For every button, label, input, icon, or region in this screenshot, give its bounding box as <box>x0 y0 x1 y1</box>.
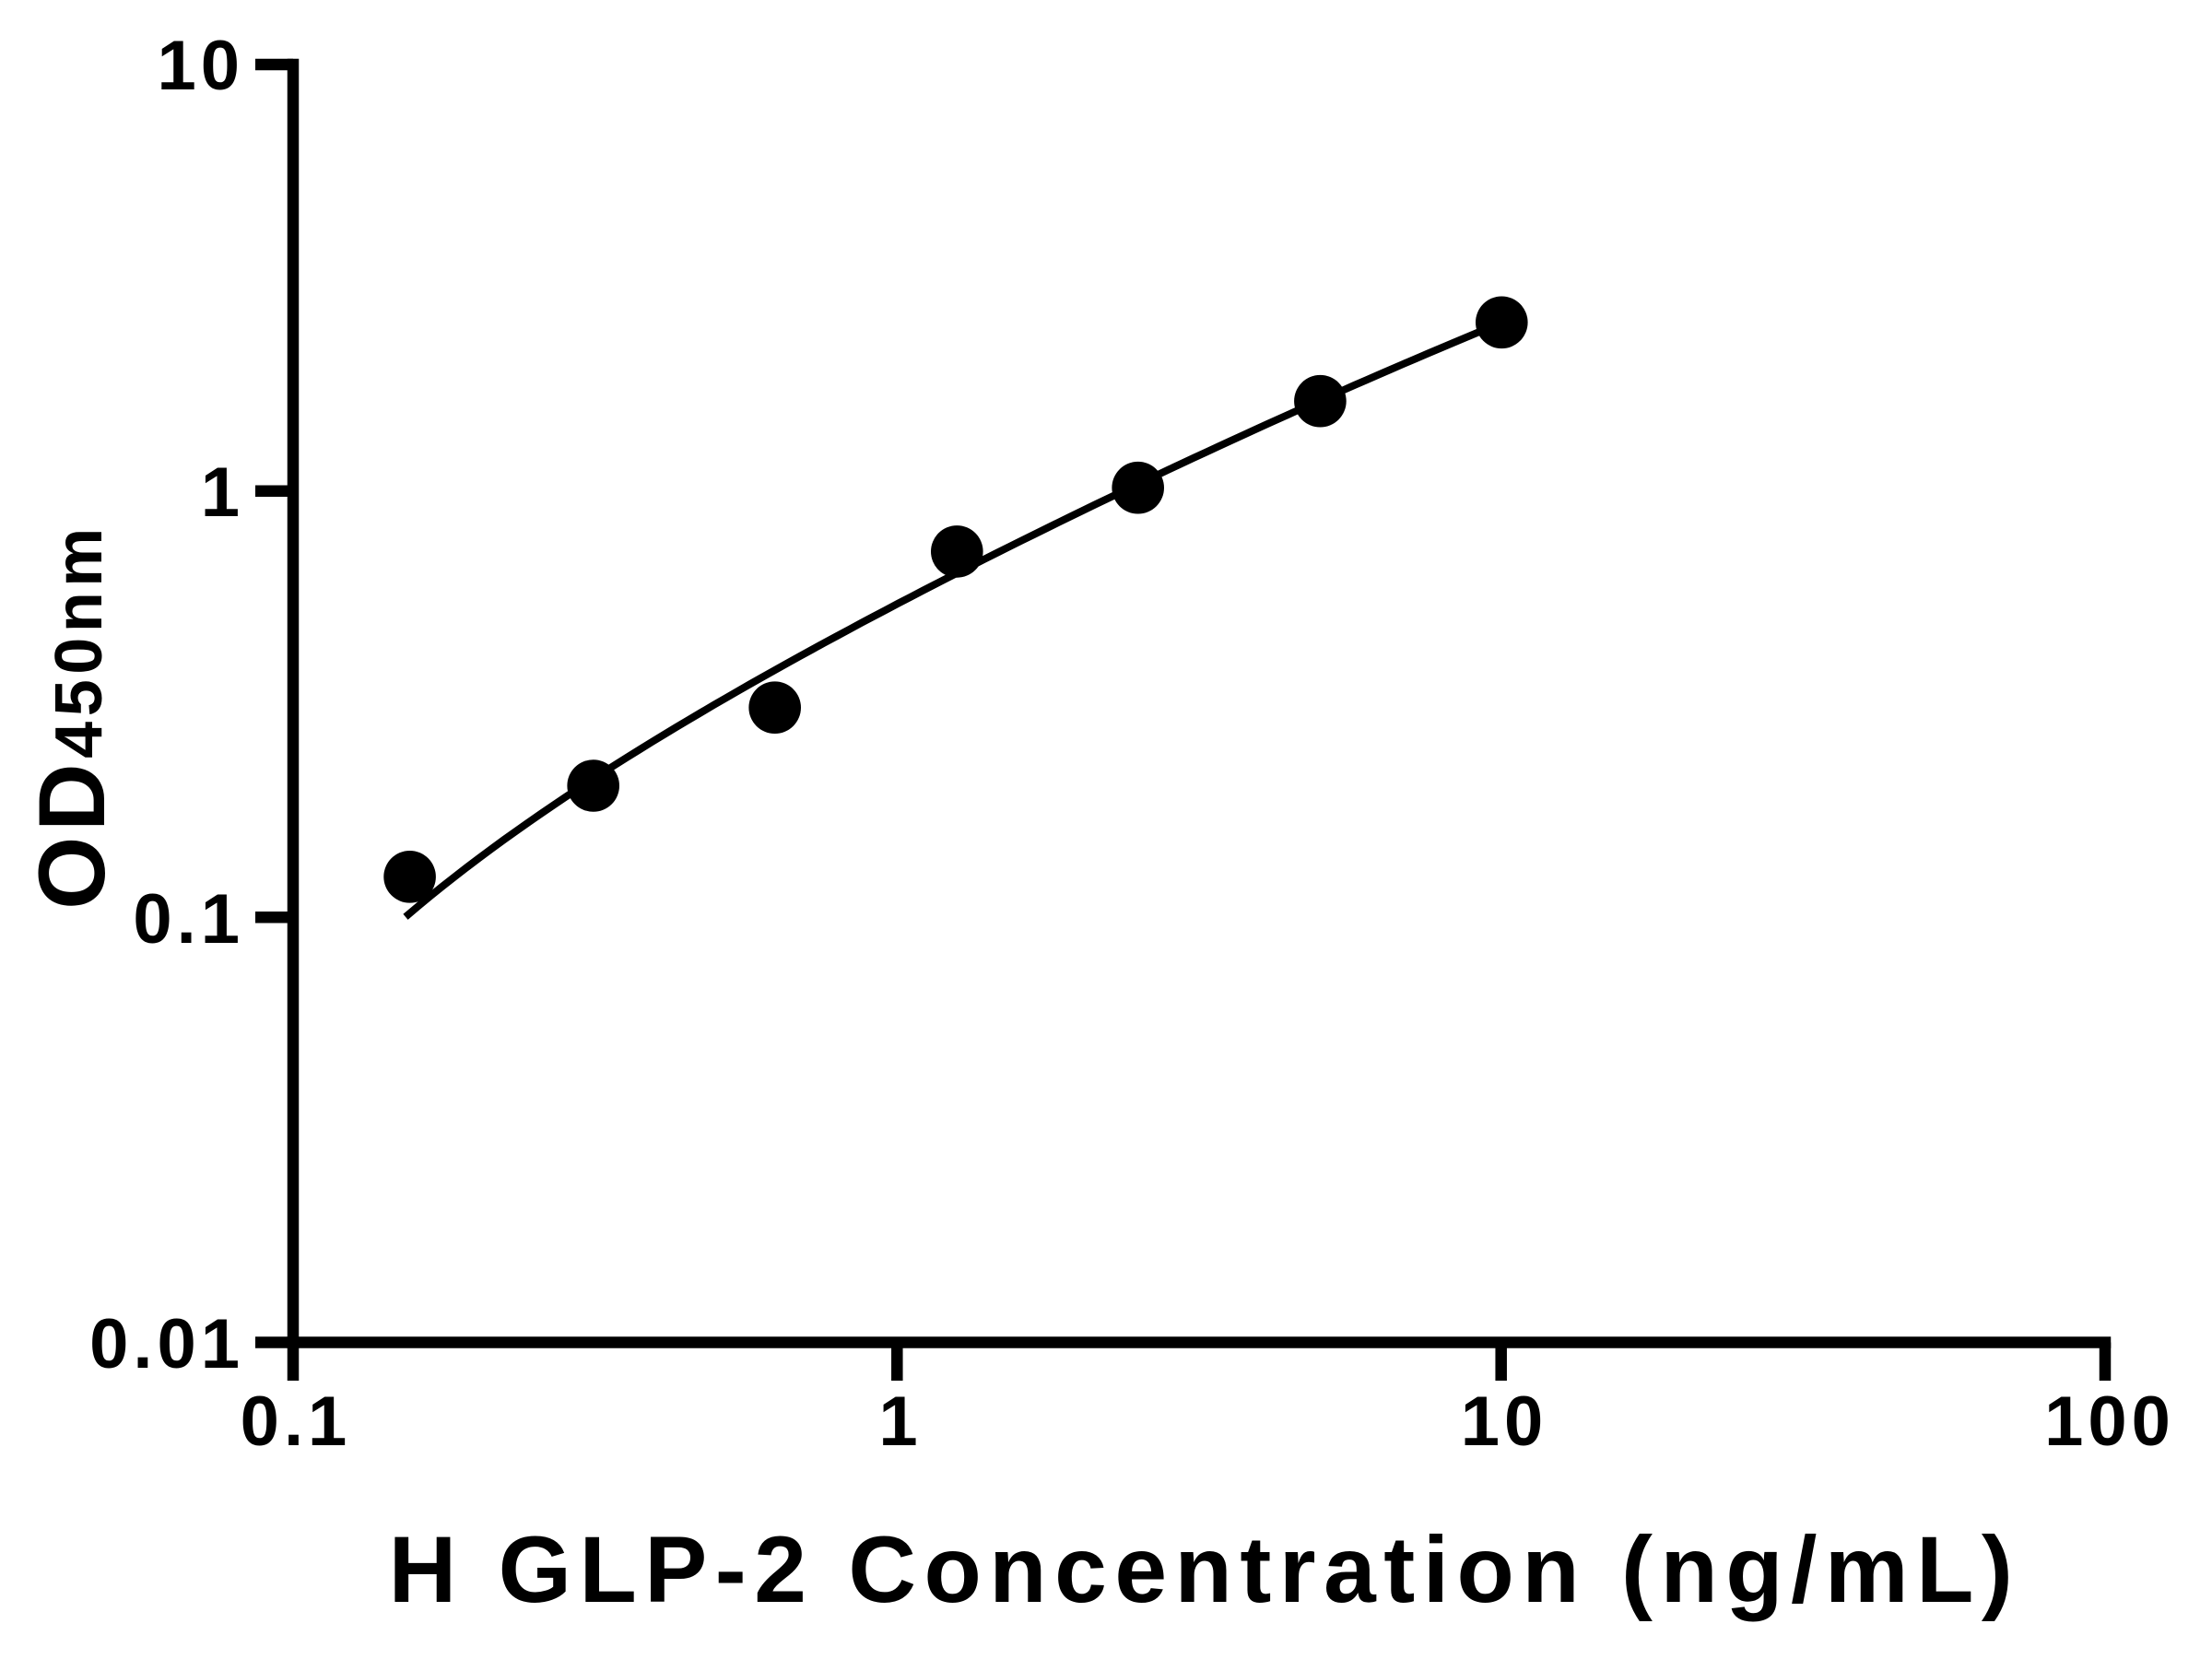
svg-text:100: 100 <box>2044 1382 2175 1461</box>
svg-text:0.1: 0.1 <box>241 1382 352 1461</box>
svg-text:0.01: 0.01 <box>89 1305 244 1383</box>
svg-text:0.1: 0.1 <box>133 880 244 959</box>
svg-text:10: 10 <box>1461 1382 1548 1461</box>
svg-text:1: 1 <box>878 1382 922 1461</box>
svg-text:1: 1 <box>201 453 244 532</box>
svg-text:10: 10 <box>157 27 244 105</box>
svg-text:H GLP-2 Concentration (ng/mL): H GLP-2 Concentration (ng/mL) <box>389 1517 2021 1622</box>
